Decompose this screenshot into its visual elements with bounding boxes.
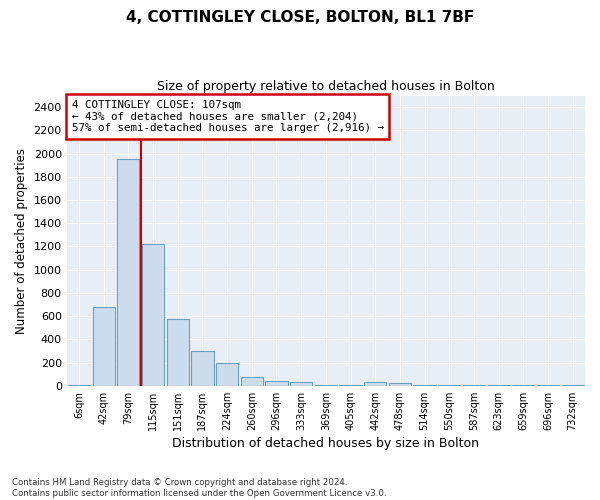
Bar: [191, 351, 214, 386]
Bar: [142, 244, 164, 386]
Bar: [389, 384, 411, 386]
Bar: [117, 160, 139, 386]
Bar: [315, 385, 337, 386]
Bar: [340, 385, 362, 386]
X-axis label: Distribution of detached houses by size in Bolton: Distribution of detached houses by size …: [172, 437, 479, 450]
Bar: [167, 319, 189, 386]
Bar: [364, 382, 386, 386]
Title: Size of property relative to detached houses in Bolton: Size of property relative to detached ho…: [157, 80, 495, 93]
Bar: [265, 381, 287, 386]
Bar: [537, 385, 559, 386]
Bar: [438, 385, 460, 386]
Text: 4, COTTINGLEY CLOSE, BOLTON, BL1 7BF: 4, COTTINGLEY CLOSE, BOLTON, BL1 7BF: [126, 10, 474, 25]
Bar: [68, 384, 90, 386]
Bar: [216, 363, 238, 386]
Bar: [463, 385, 485, 386]
Text: 4 COTTINGLEY CLOSE: 107sqm
← 43% of detached houses are smaller (2,204)
57% of s: 4 COTTINGLEY CLOSE: 107sqm ← 43% of deta…: [72, 100, 384, 133]
Bar: [92, 307, 115, 386]
Y-axis label: Number of detached properties: Number of detached properties: [15, 148, 28, 334]
Bar: [488, 385, 510, 386]
Bar: [562, 385, 584, 386]
Bar: [290, 382, 312, 386]
Text: Contains HM Land Registry data © Crown copyright and database right 2024.
Contai: Contains HM Land Registry data © Crown c…: [12, 478, 386, 498]
Bar: [241, 377, 263, 386]
Bar: [413, 385, 436, 386]
Bar: [512, 385, 535, 386]
